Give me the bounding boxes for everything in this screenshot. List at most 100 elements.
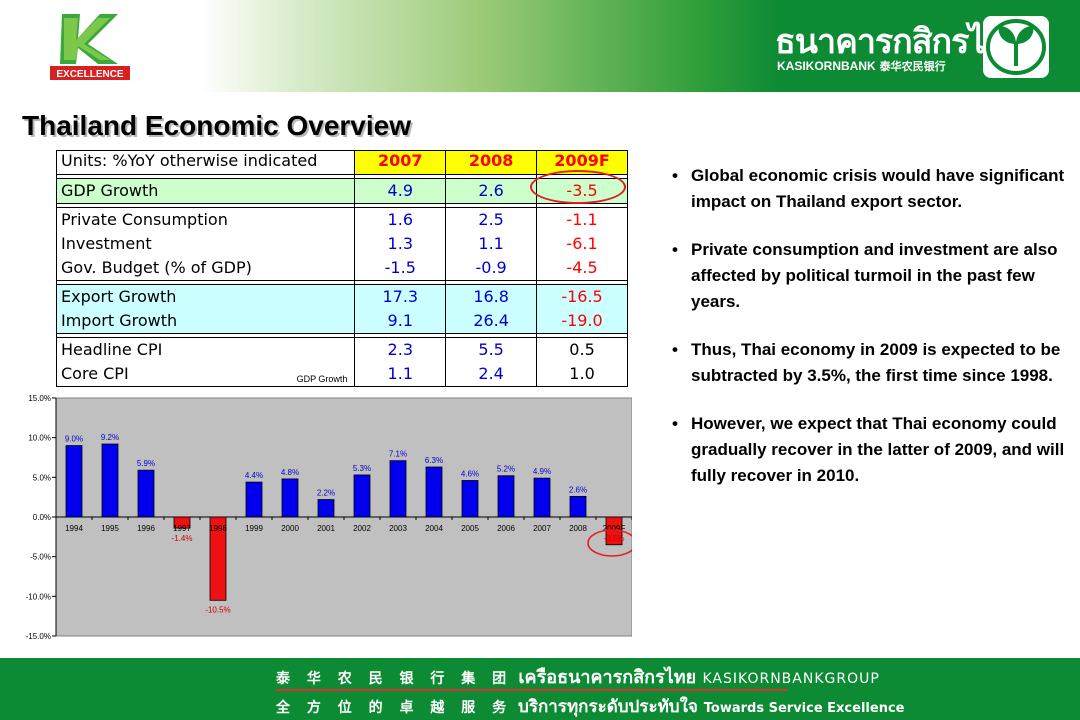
y-tick-label: 15.0% <box>28 394 51 403</box>
y-tick-label: 5.0% <box>33 473 51 482</box>
x-tick-label: 2009F <box>603 524 626 533</box>
bar <box>497 475 515 518</box>
year-header: 2007 <box>354 150 447 175</box>
table-cell: 2.5 <box>478 210 504 229</box>
table-cell: -1.1 <box>566 210 598 229</box>
bar <box>173 516 191 529</box>
x-tick-label: 2001 <box>317 524 335 533</box>
table-cell: -1.5 <box>384 258 416 277</box>
data-label: 4.9% <box>533 467 551 476</box>
footer-slogan-cn: 全 方 位 的 卓 越 服 务 <box>276 700 513 716</box>
chart-title: GDP Growth <box>297 374 348 384</box>
footer-slogan-thai: บริการทุกระดับประทับใจ <box>518 697 698 717</box>
data-label: -3.5% <box>604 534 625 543</box>
bar <box>65 445 83 518</box>
footer-group-en: KASIKORNBANKGROUP <box>702 671 880 687</box>
data-label: 2.6% <box>569 485 587 494</box>
x-tick-label: 1996 <box>137 524 155 533</box>
table-cell: 1.3 <box>387 234 413 253</box>
bullet-item: • Thus, Thai economy in 2009 is expected … <box>672 337 1072 389</box>
data-label: 5.3% <box>353 464 371 473</box>
row-label: Import Growth <box>61 311 178 330</box>
bar <box>353 474 371 518</box>
bullet-item: • Global economic crisis would have signi… <box>672 163 1072 215</box>
economic-indicators-table: Units: %YoY otherwise indicated 2007 2008 2… <box>55 150 628 387</box>
table-cell: 2.6 <box>478 181 504 200</box>
data-label: 5.2% <box>497 465 515 474</box>
data-label: 4.4% <box>245 471 263 480</box>
table-cell: -4.5 <box>566 258 598 277</box>
data-label: 9.2% <box>101 433 119 442</box>
table-cell: 4.9 <box>387 181 413 200</box>
bar <box>137 469 155 518</box>
table-cell: 2.3 <box>387 340 413 359</box>
bullet-item: • However, we expect that Thai economy co… <box>672 411 1072 489</box>
table-cell: 1.0 <box>569 364 595 383</box>
data-label: -1.4% <box>172 534 193 543</box>
table-cell: 16.8 <box>473 287 509 306</box>
table-cell: 17.3 <box>382 287 419 306</box>
bullet-dot: • <box>672 340 678 359</box>
bar <box>461 480 479 518</box>
kbank-leaf-badge <box>983 16 1049 78</box>
x-tick-label: 2003 <box>389 524 407 533</box>
row-label: Core CPI <box>61 364 129 383</box>
table-cell: 26.4 <box>473 311 509 330</box>
row-label: Private Consumption <box>61 210 228 229</box>
commentary-bullets: • Global economic crisis would have signi… <box>672 163 1072 511</box>
y-tick-label: -15.0% <box>26 632 51 640</box>
x-tick-label: 2006 <box>497 524 515 533</box>
table-cell: 0.5 <box>569 340 595 359</box>
bar <box>209 516 227 601</box>
table-cell: 1.1 <box>387 364 413 383</box>
data-label: 7.1% <box>389 450 407 459</box>
table-cell: 1.6 <box>387 210 413 229</box>
year-header: 2008 <box>445 150 538 175</box>
footer-group-cn: 泰 华 农 民 银 行 集 团 <box>276 671 513 687</box>
x-tick-label: 1997 <box>173 524 191 533</box>
bullet-text: Private consumption and investment are a… <box>691 240 1058 311</box>
gdp-growth-chart: GDP Growth 15.0% 10.0% 5.0% 0.0% -5.0% -10.0% -… <box>26 374 632 640</box>
footer-slogan-en: Towards Service Excellence <box>703 701 905 716</box>
footer-slogan-line: 全 方 位 的 卓 越 服 务 บริการทุกระดับประทับใจ T… <box>276 693 904 720</box>
footer-group-thai: เครือธนาคารกสิกรไทย <box>518 667 697 688</box>
bullet-text: Global economic crisis would have signif… <box>691 166 1065 211</box>
bar <box>245 481 263 518</box>
x-tick-label: 2002 <box>353 524 371 533</box>
bar <box>101 443 119 518</box>
bullet-dot: • <box>672 414 678 433</box>
footer-band: 泰 华 农 民 银 行 集 团 เครือธนาคารกสิกรไทย KASI… <box>0 658 1080 720</box>
bar <box>569 495 587 518</box>
bullet-text: However, we expect that Thai economy cou… <box>691 414 1065 485</box>
bullet-dot: • <box>672 166 678 185</box>
header-band: EXCELLENCE ธนาคารกสิกรไทย KASIKORNBANK 泰华… <box>0 0 1080 92</box>
footer-divider <box>276 689 788 691</box>
bar <box>389 460 407 518</box>
table-cell: 1.1 <box>478 234 504 253</box>
bar <box>281 478 299 518</box>
row-label: GDP Growth <box>61 181 159 200</box>
y-tick-label: 10.0% <box>28 434 51 443</box>
bullet-item: • Private consumption and investment are … <box>672 237 1072 315</box>
x-tick-label: 2008 <box>569 524 587 533</box>
data-label: 5.9% <box>137 459 155 468</box>
table-cell: -6.1 <box>566 234 598 253</box>
footer-group-line: 泰 华 农 民 银 行 集 团 เครือธนาคารกสิกรไทย KASI… <box>276 662 880 691</box>
year-header: 2009F <box>536 150 628 175</box>
k-excellence-logo: EXCELLENCE <box>50 14 130 80</box>
table-cell: -0.9 <box>475 258 507 277</box>
x-tick-label: 1998 <box>209 524 227 533</box>
x-tick-label: 1999 <box>245 524 263 533</box>
table-row-group: Headline CPI Core CPI 2.3 1.1 5.5 2.4 0.5 1.0 <box>55 337 628 387</box>
x-tick-label: 2005 <box>461 524 479 533</box>
bank-name-cn: 泰华农民银行 <box>879 60 946 73</box>
x-tick-label: 1994 <box>65 524 83 533</box>
kasikornbank-logo: ธนาคารกสิกรไทย KASIKORNBANK 泰华农民银行 <box>775 10 1065 82</box>
row-label: Investment <box>61 234 152 253</box>
table-row-group: Private Consumption Investment Gov. Budget… <box>55 207 628 281</box>
y-tick-label: 0.0% <box>33 513 51 522</box>
bank-name-en-text: KASIKORNBANK <box>777 59 876 73</box>
table-cell: -16.5 <box>561 287 603 306</box>
table-cell: 5.5 <box>478 340 504 359</box>
x-tick-label: 2004 <box>425 524 443 533</box>
